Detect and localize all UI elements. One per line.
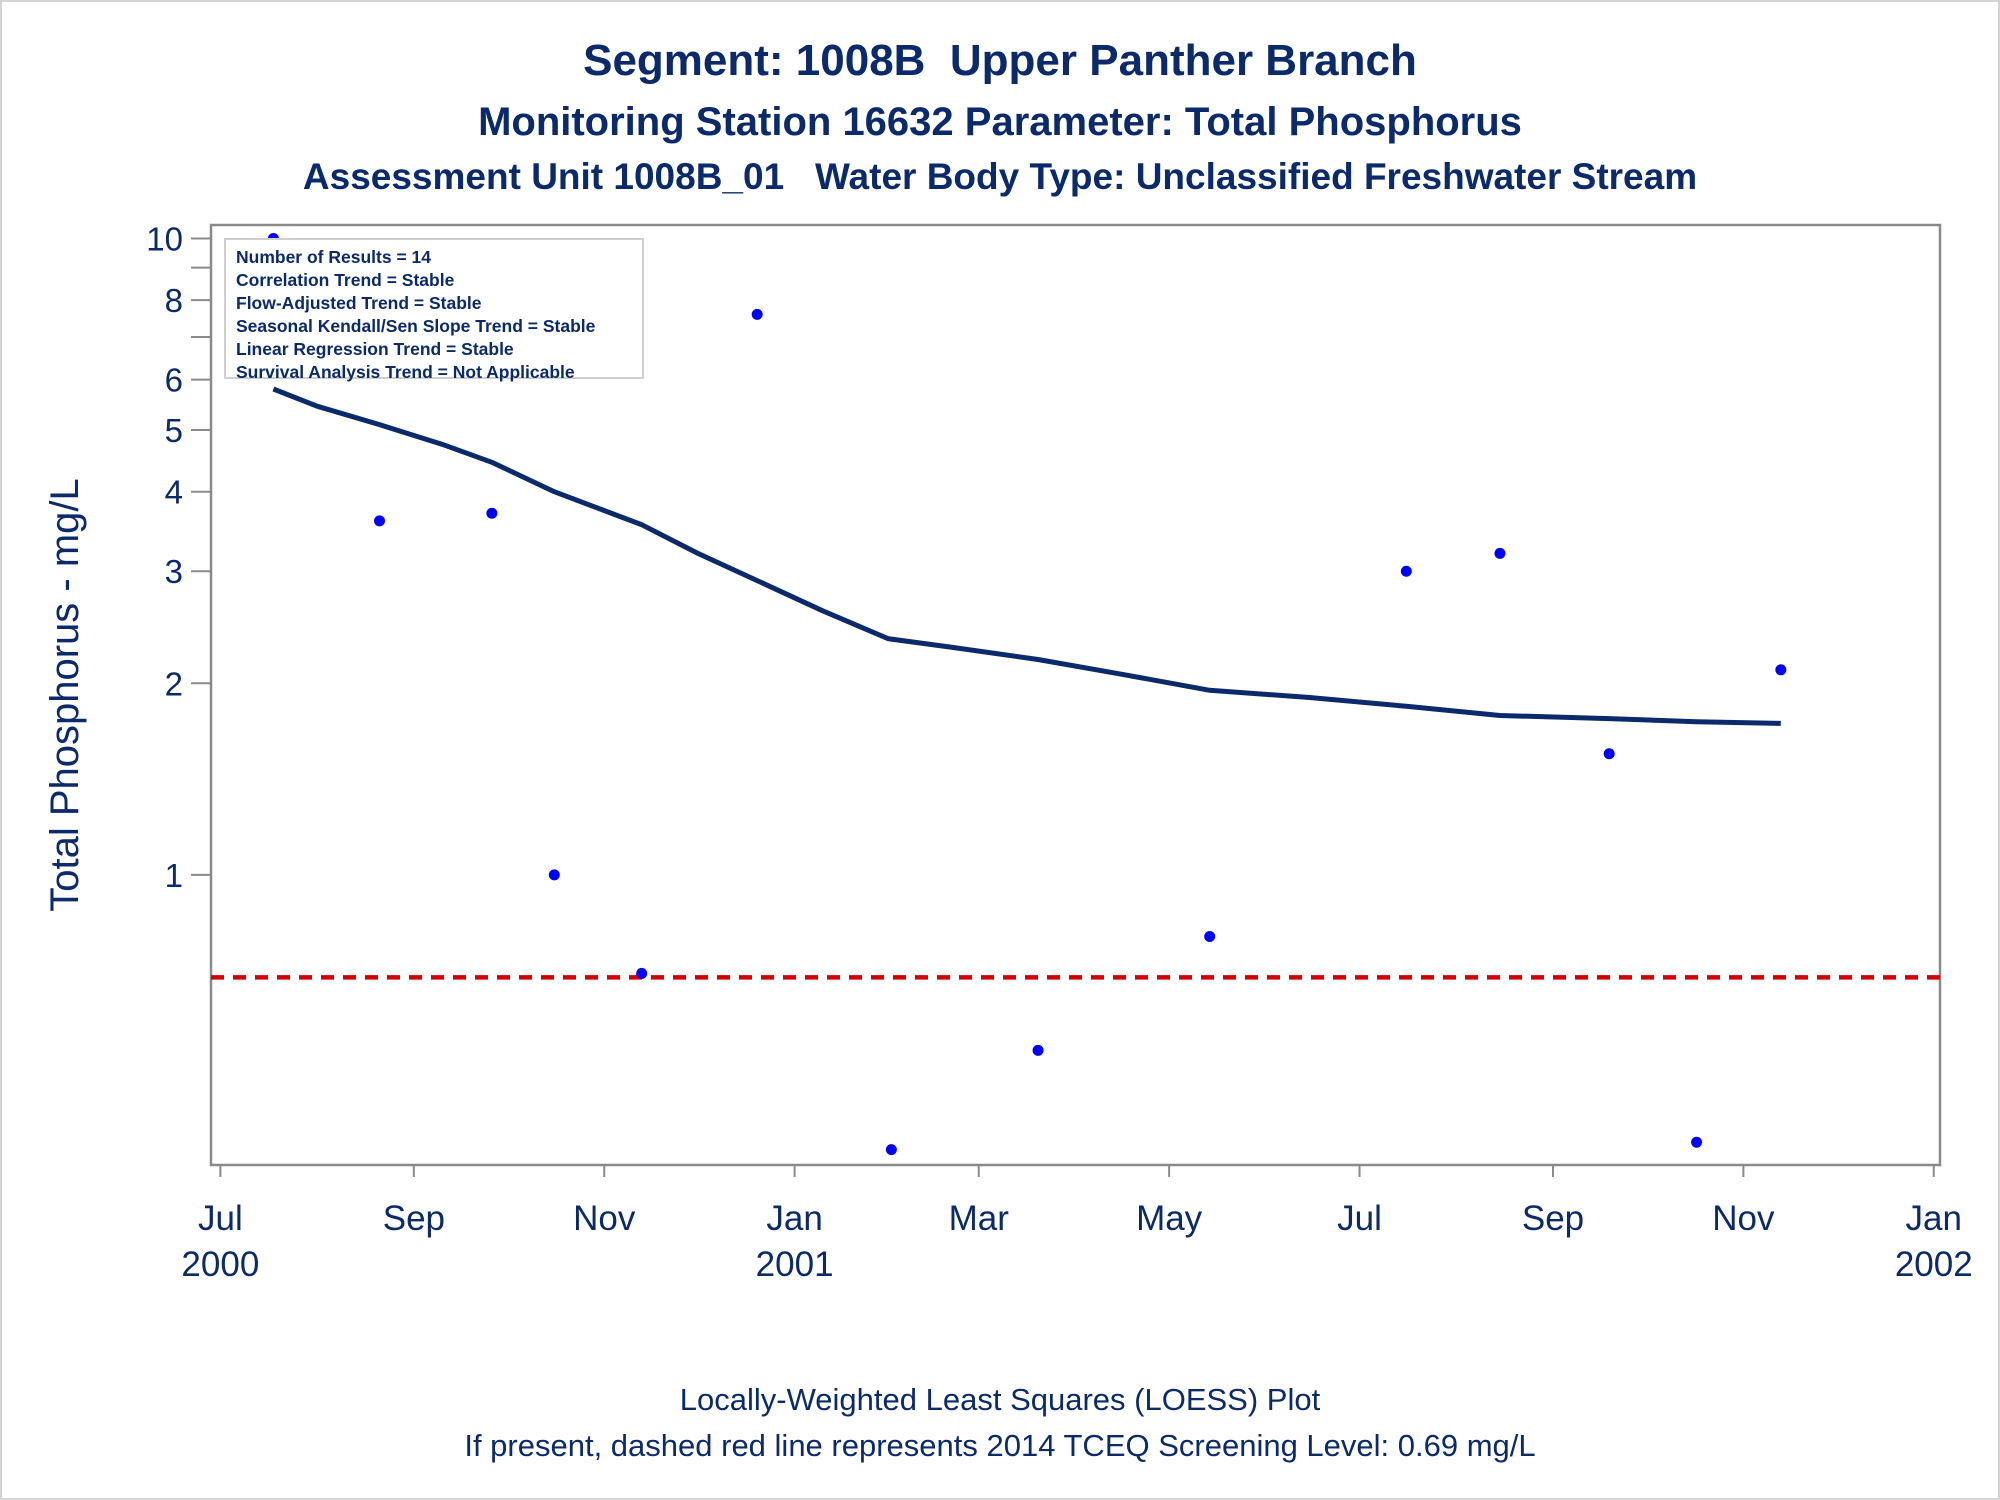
x-tick-label: Jan: [766, 1199, 822, 1238]
data-point: [1032, 1044, 1044, 1056]
x-tick-label: Nov: [1712, 1199, 1775, 1238]
x-tick-label: May: [1136, 1199, 1203, 1238]
x-tick-label: Sep: [383, 1199, 445, 1238]
x-tick-label: Mar: [949, 1199, 1010, 1238]
y-tick-label: 3: [165, 553, 183, 590]
x-tick-year-label: 2001: [756, 1245, 834, 1284]
stats-line-flow-adjusted: Flow-Adjusted Trend = Stable: [236, 293, 482, 313]
data-point: [486, 507, 498, 519]
x-tick-year-label: 2000: [181, 1245, 259, 1284]
stats-box: Number of Results = 14 Correlation Trend…: [224, 238, 644, 382]
x-tick-label: Jul: [198, 1199, 243, 1238]
loess-curve: [272, 386, 1781, 726]
data-point: [1691, 1136, 1703, 1148]
stats-line-linear-regression: Linear Regression Trend = Stable: [236, 339, 514, 359]
y-axis-label: Total Phosphorus - mg/L: [43, 478, 87, 912]
stats-line-count: Number of Results = 14: [236, 247, 431, 267]
footer-note-2: If present, dashed red line represents 2…: [464, 1428, 1536, 1463]
y-tick-label: 10: [146, 220, 183, 257]
footer-note-1: Locally-Weighted Least Squares (LOESS) P…: [679, 1382, 1321, 1417]
y-tick-label: 4: [165, 474, 183, 511]
x-tick-label: Nov: [573, 1199, 636, 1238]
y-tick-label: 2: [165, 665, 183, 702]
x-tick-year-label: 2002: [1895, 1245, 1973, 1284]
stats-line-seasonal-kendall: Seasonal Kendall/Sen Slope Trend = Stabl…: [236, 316, 596, 336]
x-tick-label: Jul: [1337, 1199, 1382, 1238]
y-tick-label: 6: [165, 362, 183, 399]
data-point: [548, 869, 560, 881]
y-tick-label: 5: [165, 412, 183, 449]
y-tick-label: 8: [165, 282, 183, 319]
stats-line-survival: Survival Analysis Trend = Not Applicable: [236, 362, 575, 382]
plot-area-border: [209, 223, 1942, 1167]
x-tick-label: Sep: [1522, 1199, 1584, 1238]
data-point: [1775, 664, 1787, 676]
y-tick-label: 1: [165, 857, 183, 894]
data-point: [885, 1144, 897, 1156]
data-point: [636, 967, 648, 979]
data-point: [1494, 547, 1506, 559]
data-point: [1204, 931, 1216, 943]
stats-line-correlation: Correlation Trend = Stable: [236, 270, 455, 290]
data-point: [751, 308, 763, 320]
chart-subtitle-2: Assessment Unit 1008B_01 Water Body Type…: [302, 156, 1698, 197]
data-point: [1400, 565, 1412, 577]
data-point: [1603, 748, 1615, 760]
chart-subtitle: Monitoring Station 16632 Parameter: Tota…: [478, 100, 1522, 144]
chart-title: Segment: 1008B Upper Panther Branch: [583, 36, 1417, 85]
x-tick-label: Jan: [1906, 1199, 1962, 1238]
data-point: [374, 515, 386, 527]
